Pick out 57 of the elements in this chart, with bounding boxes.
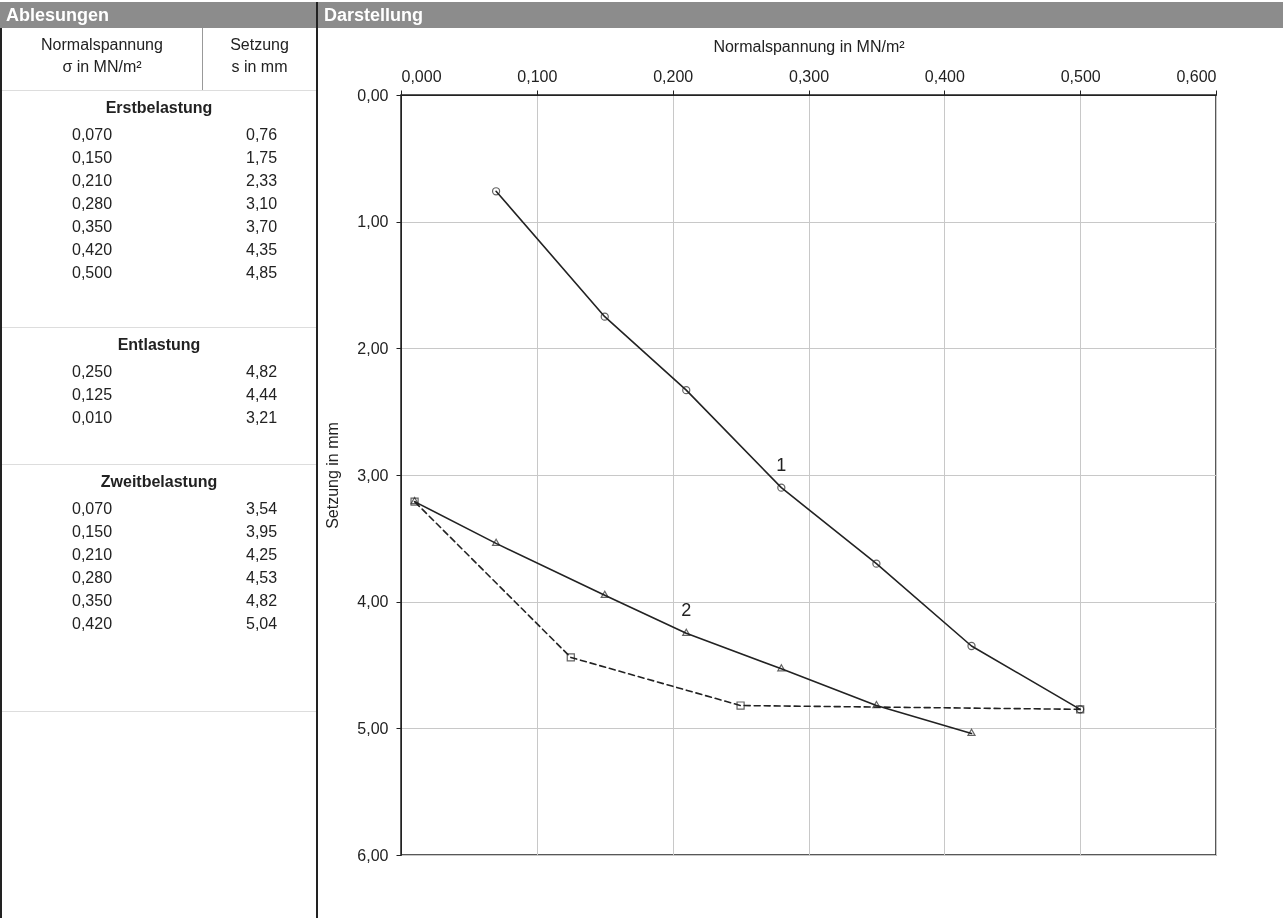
text: 4,44 — [245, 385, 278, 405]
text: 2,33 — [245, 171, 278, 191]
text: 0,280 — [71, 568, 114, 588]
text: 3,10 — [245, 194, 278, 214]
text: Ablesungen — [0, 2, 316, 28]
text: 0,420 — [71, 614, 114, 634]
annotation: 1 — [776, 454, 787, 475]
y-tick-label: 4,00 — [357, 593, 389, 611]
text: 0,070 — [71, 499, 114, 519]
text: 3,21 — [245, 408, 278, 428]
text: Zweitbelastung — [99, 472, 219, 492]
x-tick-label: 0,000 — [401, 67, 442, 85]
text: 0,250 — [71, 362, 114, 382]
x-tick-label: 0,600 — [1176, 67, 1217, 85]
text: 0,76 — [245, 125, 278, 145]
x-tick-label: 0,500 — [1060, 67, 1101, 85]
y-tick-label: 1,00 — [357, 213, 389, 231]
text: 0,350 — [71, 591, 114, 611]
text: 0,125 — [71, 385, 114, 405]
text: 4,35 — [245, 240, 278, 260]
text: Setzung s in mm — [229, 35, 290, 77]
x-tick-label: 0,300 — [788, 67, 830, 85]
text: 5,04 — [245, 614, 278, 634]
text: 3,70 — [245, 217, 278, 237]
text: Erstbelastung — [104, 98, 214, 118]
text: 4,53 — [245, 568, 278, 588]
text: 3,54 — [245, 499, 278, 519]
text: 0,010 — [71, 408, 114, 428]
text: 0,210 — [71, 171, 114, 191]
x-axis-title: Normalspannung in MN/m² — [713, 37, 906, 55]
x-tick-label: 0,100 — [517, 67, 558, 85]
text: 4,25 — [245, 545, 278, 565]
text: Entlastung — [116, 335, 202, 355]
text: 4,85 — [245, 263, 278, 283]
y-axis-title: Setzung in mm — [324, 422, 342, 529]
x-tick-label: 0,200 — [653, 67, 694, 85]
text: 0,420 — [71, 240, 114, 260]
x-tick-label: 0,400 — [924, 67, 965, 85]
text: 0,500 — [71, 263, 114, 283]
y-tick-label: 0,00 — [357, 86, 389, 104]
y-tick-label: 2,00 — [357, 339, 389, 357]
text: 0,150 — [71, 148, 114, 168]
text: 4,82 — [245, 362, 278, 382]
text: 0,150 — [71, 522, 114, 542]
y-tick-label: 6,00 — [357, 846, 389, 864]
chart-title: Darstellung — [318, 2, 1283, 28]
y-tick-label: 5,00 — [357, 719, 389, 737]
text: 0,070 — [71, 125, 114, 145]
text: 0,210 — [71, 545, 114, 565]
text: 0,280 — [71, 194, 114, 214]
y-tick-label: 3,00 — [357, 466, 389, 484]
text: 4,82 — [245, 591, 278, 611]
text: 1,75 — [245, 148, 278, 168]
text: 3,95 — [245, 522, 278, 542]
text: Normalspannung σ in MN/m² — [2, 28, 203, 90]
annotation: 2 — [681, 600, 692, 621]
text: 0,350 — [71, 217, 114, 237]
